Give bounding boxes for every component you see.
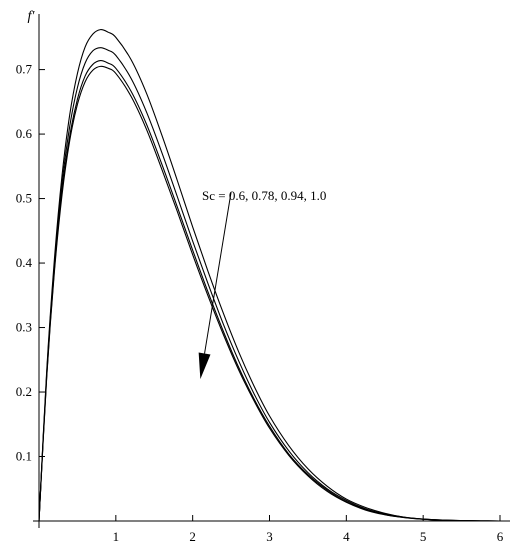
y-tick-label: 0.3: [16, 320, 32, 335]
x-tick-label: 2: [189, 529, 196, 544]
curve-series-4: [38, 65, 501, 522]
curves: [38, 29, 501, 522]
x-tick-label: 1: [113, 529, 120, 544]
y-tick-label: 0.2: [16, 384, 32, 399]
x-tick-label: 3: [266, 529, 273, 544]
y-tick-label: 0.6: [16, 126, 33, 141]
y-axis-label: f′: [28, 9, 36, 24]
curve-series-1: [38, 29, 501, 522]
curve-series-2: [38, 47, 501, 522]
y-tick-label: 0.1: [16, 449, 32, 464]
y-tick-label: 0.4: [16, 255, 33, 270]
annotation: Sc = 0.6, 0.78, 0.94, 1.0: [198, 188, 326, 380]
x-tick-label: 6: [497, 529, 504, 544]
x-tick-label: 5: [420, 529, 427, 544]
x-ticks: 1 2 3 4 5 6: [113, 515, 504, 544]
annotation-arrow-line: [204, 192, 232, 354]
y-tick-label: 0.5: [16, 191, 32, 206]
sc-annotation-text: Sc = 0.6, 0.78, 0.94, 1.0: [202, 188, 326, 203]
curve-series-3: [38, 60, 501, 522]
y-ticks: 0.1 0.2 0.3 0.4 0.5 0.6 0.7: [16, 62, 45, 464]
x-tick-label: 4: [343, 529, 350, 544]
annotation-arrow-head: [198, 352, 211, 380]
axes: [33, 14, 510, 528]
y-tick-label: 0.7: [16, 62, 33, 77]
